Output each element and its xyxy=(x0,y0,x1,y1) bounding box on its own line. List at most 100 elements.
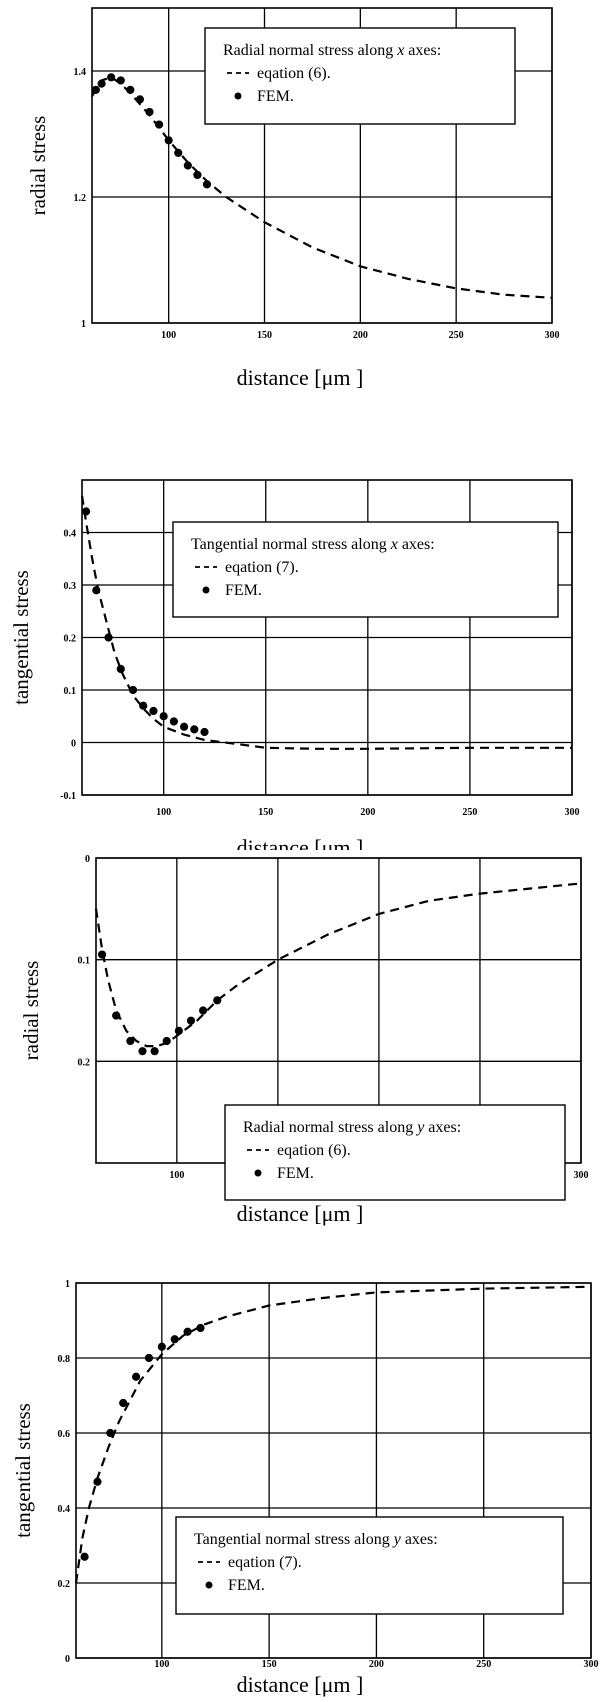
x-axis-label: distance [μm ] xyxy=(237,1672,364,1697)
data-point-fem xyxy=(119,1398,128,1408)
data-point-fem xyxy=(91,85,100,95)
data-point-fem xyxy=(97,950,107,959)
y-tick-label: 0 xyxy=(65,1654,70,1665)
data-point-fem xyxy=(145,107,154,117)
y-tick-label: 1 xyxy=(65,1279,70,1290)
data-point-fem xyxy=(183,1327,192,1336)
y-tick-label: 1.2 xyxy=(74,193,87,204)
data-point-fem xyxy=(196,1323,205,1333)
legend-box xyxy=(175,1516,564,1615)
legend-item-equation: eqation (7). xyxy=(225,559,299,576)
x-tick-label: 100 xyxy=(169,1170,184,1181)
legend-title: Tangential normal stress along x axes: xyxy=(191,536,435,553)
data-point-fem xyxy=(104,633,113,642)
data-point-fem xyxy=(150,1047,159,1056)
data-point-fem xyxy=(162,1036,171,1046)
data-point-fem xyxy=(144,1353,154,1363)
legend-item-equation: eqation (7). xyxy=(228,1554,302,1571)
x-tick-label: 200 xyxy=(369,1659,384,1670)
x-tick-label: 100 xyxy=(154,1659,169,1670)
x-tick-label: 300 xyxy=(565,807,580,818)
y-tick-label: 0.2 xyxy=(64,634,77,645)
data-point-fem xyxy=(179,722,189,731)
series-equation-line xyxy=(80,495,572,750)
plot-frame xyxy=(91,7,553,324)
data-point-fem xyxy=(159,712,168,721)
data-point-fem xyxy=(190,725,199,734)
legend-title-part: Tangential normal stress along xyxy=(191,536,391,553)
y-tick-label: 0.2 xyxy=(58,1579,71,1590)
data-point-fem xyxy=(93,1477,102,1486)
x-tick-label: 250 xyxy=(449,330,464,341)
data-point-fem xyxy=(128,685,138,695)
legend-item-fem: FEM. xyxy=(277,1165,314,1182)
legend-item-equation: eqation (6). xyxy=(277,1142,351,1159)
data-point-fem xyxy=(126,1036,135,1046)
data-point-fem xyxy=(174,148,183,157)
data-point-fem xyxy=(199,1006,208,1015)
x-tick-label: 300 xyxy=(584,1659,599,1670)
data-point-fem xyxy=(81,507,91,516)
x-tick-label: 250 xyxy=(462,807,477,818)
data-point-fem xyxy=(112,1011,121,1020)
x-tick-label: 150 xyxy=(257,330,272,341)
x-axis-label: distance [μm ] xyxy=(237,835,364,850)
x-tick-label: 200 xyxy=(353,330,368,341)
legend-title: Radial normal stress along y axes: xyxy=(243,1119,461,1136)
y-tick-label: 0 xyxy=(85,854,90,865)
y-axis-label: tangential stress xyxy=(9,570,33,705)
chart-panel-1: 100 150 200 250 300 1 1.2 1.4 distance [μm ] radi… xyxy=(0,0,606,425)
legend-title-part: axes: xyxy=(404,42,441,59)
x-tick-label: 300 xyxy=(574,1170,589,1181)
x-tick-label: 300 xyxy=(545,330,560,341)
series-equation-line xyxy=(94,882,582,1048)
y-tick-label: 0.4 xyxy=(58,1504,71,1515)
legend-item-equation: eqation (6). xyxy=(257,65,331,82)
legend-marker-icon xyxy=(205,1581,213,1589)
y-tick-label: 0.1 xyxy=(78,956,91,967)
y-tick-label: 0.4 xyxy=(64,529,77,540)
legend-item-fem: FEM. xyxy=(225,582,262,599)
data-point-fem xyxy=(164,136,173,145)
chart-tangential-stress-x: 100 150 200 250 300 -0.1 0 0.1 0.2 0.3 0.4 distance… xyxy=(9,479,580,850)
legend-title-axis: x xyxy=(396,42,404,59)
data-point-fem xyxy=(183,161,192,170)
data-point-fem xyxy=(169,717,178,726)
legend-item-fem: FEM. xyxy=(257,88,294,105)
y-axis-label: tangential stress xyxy=(11,1403,35,1538)
chart-tangential-stress-y: 100 150 200 250 300 0 0.2 0.4 0.6 0.8 1 distance [μ… xyxy=(11,1279,599,1697)
y-axis-label: radial stress xyxy=(26,116,50,216)
chart-radial-stress-x: 100 150 200 250 300 1 1.2 1.4 distance [μm ] radi… xyxy=(26,7,560,390)
y-tick-label: 0.6 xyxy=(58,1429,71,1440)
legend-item-fem: FEM. xyxy=(228,1577,265,1594)
data-point-fem xyxy=(139,701,148,710)
data-point-fem xyxy=(170,1335,179,1344)
chart-panel-2: 100 150 200 250 300 -0.1 0 0.1 0.2 0.3 0.4 distance… xyxy=(0,425,606,850)
data-point-fem xyxy=(80,1552,89,1561)
y-axis-label: radial stress xyxy=(19,961,43,1061)
y-tick-label: -0.1 xyxy=(60,791,76,802)
legend-box xyxy=(172,521,559,618)
legend-title-part: axes: xyxy=(398,536,435,553)
y-tick-label: 0.2 xyxy=(78,1057,91,1068)
x-axis-label: distance [μm ] xyxy=(237,1201,364,1226)
data-point-fem xyxy=(174,1026,183,1035)
chart-panel-4: 100 150 200 250 300 0 0.2 0.4 0.6 0.8 1 distance [μ… xyxy=(0,1275,606,1700)
x-tick-label: 200 xyxy=(360,807,375,818)
series-equation-line xyxy=(74,1285,592,1584)
y-tick-label: 0.8 xyxy=(58,1354,71,1365)
data-point-fem xyxy=(131,1372,141,1381)
data-point-fem xyxy=(193,170,202,180)
legend-title-part: axes: xyxy=(401,1531,438,1548)
data-point-fem xyxy=(116,76,125,85)
data-point-fem xyxy=(106,1428,115,1438)
data-point-fem xyxy=(126,85,135,95)
legend-title-part: axes: xyxy=(424,1119,461,1136)
data-point-fem xyxy=(202,180,212,189)
data-point-fem xyxy=(138,1047,147,1056)
plot-frame xyxy=(81,479,573,796)
x-axis-label: distance [μm ] xyxy=(237,365,364,390)
x-tick-label: 100 xyxy=(156,807,171,818)
legend-title-part: Tangential normal stress along xyxy=(194,1531,394,1548)
